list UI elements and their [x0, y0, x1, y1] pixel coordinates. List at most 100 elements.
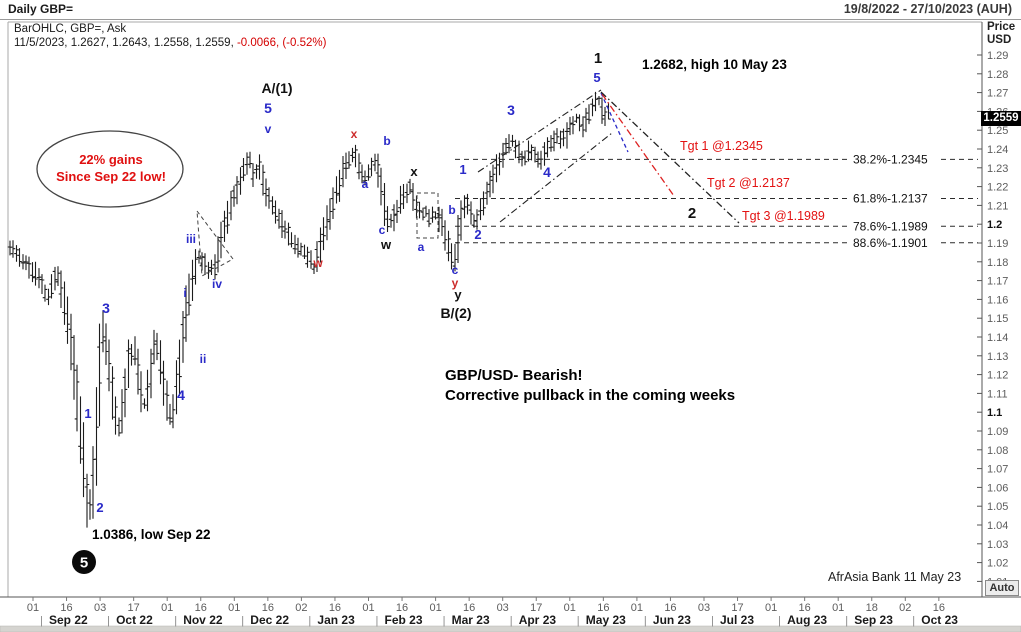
month-separator: |: [443, 615, 446, 627]
month-label: Oct 22: [116, 613, 153, 627]
wave-label: 3: [507, 102, 515, 118]
wave-label: iv: [212, 277, 222, 291]
target-labels: Tgt 1 @1.2345 Tgt 2 @1.2137 Tgt 3 @1.1989: [680, 139, 825, 223]
day-tick-label: 01: [228, 602, 240, 614]
price-tick-label: 1.23: [987, 163, 1008, 175]
wave-label: y: [452, 276, 459, 290]
month-label: Jan 23: [317, 613, 355, 627]
wave-label: x: [410, 164, 418, 179]
day-tick-label: 16: [262, 602, 274, 614]
fib-level-label: 88.6%-1.1901: [853, 236, 928, 250]
day-tick-label: 03: [94, 602, 106, 614]
bottom-scroll-strip: [0, 625, 1021, 632]
month-label: Nov 22: [183, 613, 223, 627]
title-divider: [0, 19, 1021, 20]
high-annotation: 1.2682, high 10 May 23: [642, 57, 787, 72]
commentary-annotation: GBP/USD- Bearish! Corrective pullback in…: [445, 366, 735, 406]
month-label: May 23: [586, 613, 626, 627]
month-label: Dec 22: [250, 613, 289, 627]
price-projection-line: [601, 93, 675, 197]
wave-label: y: [454, 287, 462, 302]
credit-label: AfrAsia Bank 11 May 23: [828, 570, 962, 584]
wave-label: 4: [543, 164, 551, 180]
month-separator: |: [308, 615, 311, 627]
wave-label: 1: [594, 50, 602, 67]
target-label: Tgt 3 @1.1989: [742, 209, 825, 223]
wave-label: x: [351, 127, 358, 141]
wave-label: 2: [96, 500, 103, 515]
consolidation-box: [416, 192, 439, 239]
month-separator: |: [778, 615, 781, 627]
price-tick-label: 1.17: [987, 276, 1008, 288]
price-tick-label: 1.1: [987, 407, 1002, 419]
price-axis[interactable]: 1.291.281.271.261.251.241.231.221.211.21…: [977, 50, 1008, 588]
target-label: Tgt 1 @1.2345: [680, 139, 763, 153]
day-tick-label: 17: [128, 602, 140, 614]
day-tick-label: 01: [429, 602, 441, 614]
wave-label: 2: [474, 227, 481, 242]
day-tick-label: 16: [664, 602, 676, 614]
day-tick-label: 16: [463, 602, 475, 614]
axis-auto-button[interactable]: Auto: [985, 580, 1019, 596]
plot-frame: [0, 21, 1021, 632]
price-projection-line: [600, 92, 629, 153]
day-tick-label: 01: [27, 602, 39, 614]
day-tick-label: 16: [60, 602, 72, 614]
commentary-line-1: GBP/USD- Bearish!: [445, 367, 583, 384]
wave-label: b: [448, 203, 455, 217]
month-separator: |: [711, 615, 714, 627]
trend-channel-line: [499, 132, 613, 223]
wave-label: b: [383, 134, 390, 148]
month-separator: |: [40, 615, 43, 627]
fib-label-bg: [850, 219, 938, 233]
day-tick-label: 01: [161, 602, 173, 614]
day-tick-label: 03: [698, 602, 710, 614]
last-price-badge: 1.2559: [981, 111, 1021, 126]
fib-level-label: 61.8%-1.2137: [853, 191, 928, 205]
month-separator: |: [107, 615, 110, 627]
price-tick-label: 1.12: [987, 370, 1008, 382]
day-tick-label: 16: [396, 602, 408, 614]
wave-label: i: [183, 286, 186, 300]
wedge-triangle: [196, 209, 234, 277]
wave-label: 3: [102, 300, 110, 316]
day-tick-label: 18: [866, 602, 878, 614]
day-tick-label: 02: [295, 602, 307, 614]
wave-label: iii: [186, 232, 196, 246]
day-tick-label: 16: [799, 602, 811, 614]
wave-label: 1: [459, 162, 466, 177]
price-tick-label: 1.27: [987, 88, 1008, 100]
price-tick-label: 1.02: [987, 558, 1008, 570]
month-label: Feb 23: [385, 613, 423, 627]
month-separator: |: [912, 615, 915, 627]
fib-level-label: 78.6%-1.1989: [853, 219, 928, 233]
month-label: Aug 23: [787, 613, 827, 627]
target-label: Tgt 2 @1.2137: [707, 176, 790, 190]
fib-label-bg: [850, 235, 938, 249]
price-tick-label: 1.14: [987, 332, 1008, 344]
legend-change-values: -0.0066, (-0.52%): [233, 37, 327, 49]
wave-label: 2: [688, 205, 696, 222]
price-axis-title: Price: [987, 21, 1016, 33]
month-separator: |: [510, 615, 513, 627]
price-tick-label: 1.19: [987, 238, 1008, 250]
day-tick-label: 16: [195, 602, 207, 614]
price-tick-label: 1.03: [987, 539, 1008, 551]
day-tick-label: 01: [362, 602, 374, 614]
month-label: Sep 23: [854, 613, 893, 627]
wave-label: ii: [200, 352, 207, 366]
day-tick-label: 01: [765, 602, 777, 614]
day-tick-label: 03: [497, 602, 509, 614]
month-separator: |: [845, 615, 848, 627]
wave-labels: 1234iiiiiiivv5A/(1)wxabcwxabcyyB/(2)1234…: [84, 50, 696, 515]
fib-level-label: 38.2%-1.2345: [853, 152, 928, 166]
price-tick-label: 1.22: [987, 182, 1008, 194]
wave-label: 5: [593, 70, 600, 85]
day-tick-label: 16: [597, 602, 609, 614]
price-tick-label: 1.15: [987, 313, 1008, 325]
time-axis[interactable]: 01 16 | Sep 22 03 17 | Oct 22 01 16 | Nov 22 01 16 | De…: [27, 597, 958, 627]
month-label: Sep 22: [49, 613, 88, 627]
price-tick-label: 1.16: [987, 294, 1008, 306]
month-separator: |: [174, 615, 177, 627]
